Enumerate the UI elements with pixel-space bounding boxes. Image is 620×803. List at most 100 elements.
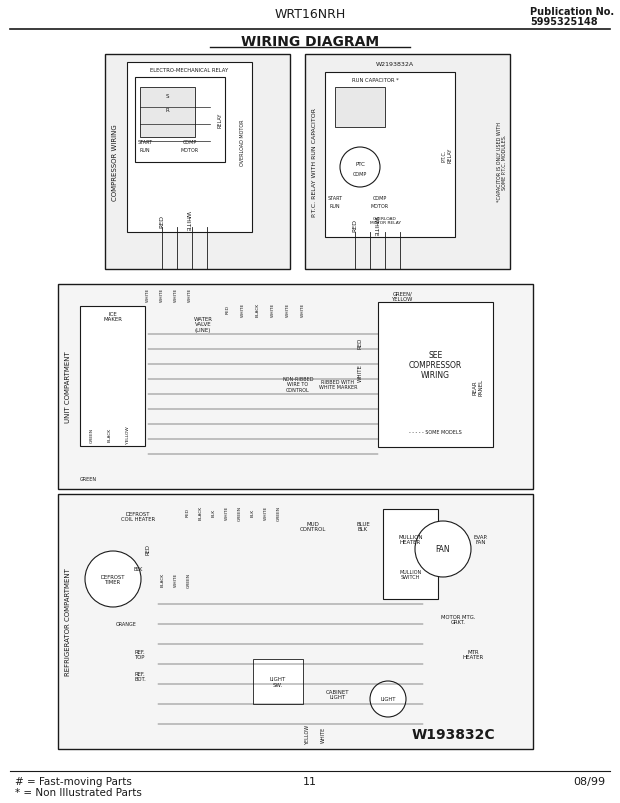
Text: LIGHT
SW.: LIGHT SW. <box>270 676 286 687</box>
Text: WIRING DIAGRAM: WIRING DIAGRAM <box>241 35 379 49</box>
Text: WHITE: WHITE <box>286 303 290 316</box>
Text: GREEN/
YELLOW: GREEN/ YELLOW <box>392 291 414 302</box>
Bar <box>140 88 195 138</box>
Text: RED: RED <box>226 305 230 314</box>
Text: BLK: BLK <box>251 508 255 516</box>
Text: COMP: COMP <box>183 141 197 145</box>
Text: BLACK: BLACK <box>161 573 165 586</box>
Text: WHITE: WHITE <box>174 287 178 302</box>
Text: S: S <box>166 93 169 99</box>
Text: DEFROST
COIL HEATER: DEFROST COIL HEATER <box>121 511 155 522</box>
Text: *CAPACITOR IS ONLY USED WITH
SOME P.T.C. MODULES.: *CAPACITOR IS ONLY USED WITH SOME P.T.C.… <box>497 122 507 202</box>
Text: 08/99: 08/99 <box>573 776 605 786</box>
Text: MULLION
HEATER: MULLION HEATER <box>398 534 423 544</box>
Text: MULLION
SWITCH: MULLION SWITCH <box>399 569 422 580</box>
Text: START: START <box>138 141 153 145</box>
Text: PTC: PTC <box>355 162 365 167</box>
Text: WHITE: WHITE <box>358 364 363 381</box>
Text: REAR
PANEL: REAR PANEL <box>472 378 484 396</box>
Text: WHITE: WHITE <box>160 287 164 302</box>
Text: START: START <box>327 195 343 200</box>
Bar <box>58 284 533 489</box>
Text: REF.
TOP: REF. TOP <box>135 649 145 659</box>
Text: YELLOW: YELLOW <box>126 426 130 443</box>
Text: MOTOR: MOTOR <box>371 203 389 208</box>
Text: RUN CAPACITOR *: RUN CAPACITOR * <box>352 79 399 84</box>
Text: WHITE: WHITE <box>321 726 326 742</box>
Text: COMP: COMP <box>353 173 367 177</box>
Text: RUN: RUN <box>330 203 340 208</box>
Text: EVAP.
FAN: EVAP. FAN <box>474 534 489 544</box>
Text: - - - - - SOME MODELS: - - - - - SOME MODELS <box>409 430 462 435</box>
Text: RED: RED <box>186 507 190 517</box>
Text: GREEN: GREEN <box>187 572 191 587</box>
Text: SEE
COMPRESSOR
WIRING: SEE COMPRESSOR WIRING <box>409 350 462 380</box>
Text: COMP: COMP <box>373 195 387 200</box>
Text: RIBBED WITH
WHITE MARKER: RIBBED WITH WHITE MARKER <box>319 379 357 390</box>
Text: GREEN: GREEN <box>79 477 97 482</box>
Text: RED: RED <box>146 544 151 555</box>
Text: BLACK: BLACK <box>256 303 260 316</box>
Text: MUD
CONTROL: MUD CONTROL <box>300 521 326 532</box>
Text: WATER
VALVE
(LINE): WATER VALVE (LINE) <box>193 316 213 333</box>
Text: WHITE: WHITE <box>225 505 229 520</box>
Text: Publication No.: Publication No. <box>530 7 614 17</box>
Bar <box>305 55 510 270</box>
Text: FAN: FAN <box>436 544 450 554</box>
Circle shape <box>85 552 141 607</box>
Text: BLUE
BLK: BLUE BLK <box>356 521 370 532</box>
Text: 11: 11 <box>303 776 317 786</box>
Text: RED: RED <box>358 337 363 349</box>
Text: CABINET
LIGHT: CABINET LIGHT <box>326 689 350 699</box>
Text: WHITE: WHITE <box>373 215 378 236</box>
Bar <box>135 78 225 163</box>
Text: OVERLOAD MOTOR: OVERLOAD MOTOR <box>239 120 244 166</box>
Text: WHITE: WHITE <box>301 303 305 316</box>
Text: WHITE: WHITE <box>174 573 178 586</box>
Text: WRT16NRH: WRT16NRH <box>275 9 345 22</box>
Text: WHITE: WHITE <box>241 303 245 316</box>
Text: RELAY: RELAY <box>218 112 223 128</box>
Text: ELECTRO-MECHANICAL RELAY: ELECTRO-MECHANICAL RELAY <box>151 67 229 72</box>
Text: W2193832A: W2193832A <box>376 63 414 67</box>
Text: RED: RED <box>159 214 164 227</box>
Text: * = Non Illustrated Parts: * = Non Illustrated Parts <box>15 787 142 797</box>
Text: WHITE: WHITE <box>146 287 150 302</box>
Text: LIGHT: LIGHT <box>380 697 396 702</box>
Text: COMPRESSOR WIRING: COMPRESSOR WIRING <box>112 124 118 201</box>
Text: ICE
MAKER: ICE MAKER <box>103 312 122 322</box>
Text: DEFROST
TIMER: DEFROST TIMER <box>100 574 125 585</box>
Bar <box>383 509 438 599</box>
Text: P.T.C. RELAY WITH RUN CAPACITOR: P.T.C. RELAY WITH RUN CAPACITOR <box>312 108 317 217</box>
Text: RUN: RUN <box>140 149 150 153</box>
Bar <box>325 73 455 238</box>
Text: P.T.C.
RELAY: P.T.C. RELAY <box>441 148 453 163</box>
Circle shape <box>415 521 471 577</box>
Bar <box>127 63 252 233</box>
Text: BLK: BLK <box>133 567 143 572</box>
Text: MTR
HEATER: MTR HEATER <box>463 649 484 659</box>
Text: REFRIGERATOR COMPARTMENT: REFRIGERATOR COMPARTMENT <box>65 568 71 675</box>
Circle shape <box>340 148 380 188</box>
Text: YELLOW: YELLOW <box>306 724 311 744</box>
Bar <box>253 659 303 704</box>
Text: 5995325148: 5995325148 <box>530 17 598 27</box>
Text: UNIT COMPARTMENT: UNIT COMPARTMENT <box>65 351 71 423</box>
Text: WHITE: WHITE <box>264 505 268 520</box>
Text: WHITE: WHITE <box>271 303 275 316</box>
Text: R: R <box>166 108 169 112</box>
Text: ORANGE: ORANGE <box>115 622 136 626</box>
Text: BLACK: BLACK <box>199 505 203 520</box>
Text: BLACK: BLACK <box>108 427 112 442</box>
Text: REF.
BOT.: REF. BOT. <box>134 671 146 682</box>
Text: # = Fast-moving Parts: # = Fast-moving Parts <box>15 776 132 786</box>
Bar <box>58 495 533 749</box>
Text: MOTOR MTG.
GRKT.: MOTOR MTG. GRKT. <box>441 613 475 625</box>
Text: BLK: BLK <box>212 508 216 516</box>
Text: WHITE: WHITE <box>188 287 192 302</box>
Text: WHITE: WHITE <box>185 210 190 231</box>
Text: NON-RIBBED
WIRE TO
CONTROL: NON-RIBBED WIRE TO CONTROL <box>282 377 314 393</box>
Bar <box>335 88 385 128</box>
Text: MOTOR: MOTOR <box>181 149 199 153</box>
Bar <box>378 303 493 447</box>
